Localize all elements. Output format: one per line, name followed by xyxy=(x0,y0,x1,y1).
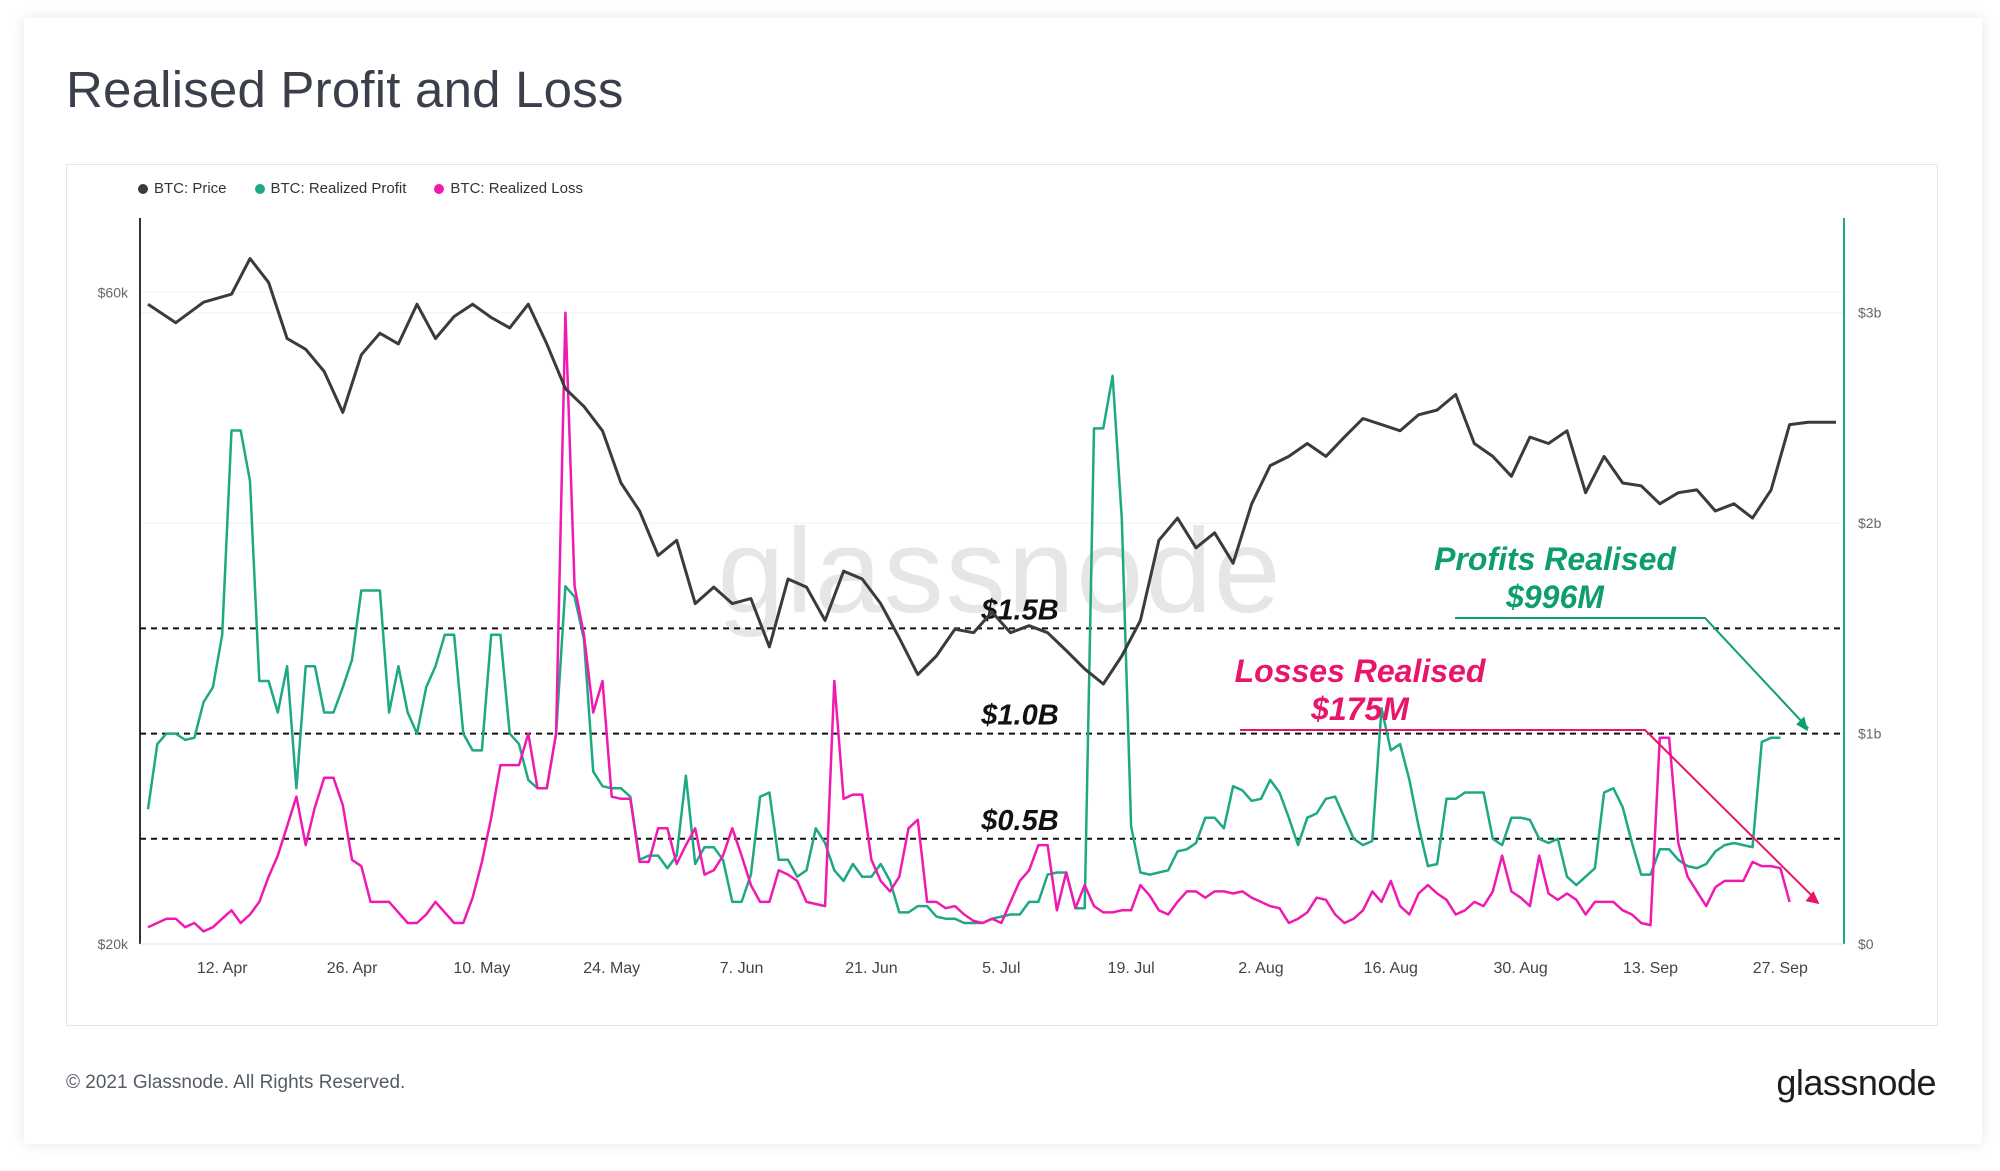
legend-dot-loss xyxy=(434,183,445,194)
x-tick-label: 10. May xyxy=(453,960,510,977)
legend-label-price: BTC: Price xyxy=(154,180,227,197)
x-tick-label: 7. Jun xyxy=(720,960,764,977)
reference-line-label: $1.0B xyxy=(980,700,1058,732)
losses-annotation-line2: $175M xyxy=(1310,691,1410,727)
x-tick-label: 24. May xyxy=(583,960,640,977)
legend-item-profit[interactable]: BTC: Realized Profit xyxy=(254,180,407,197)
reference-line-label: $0.5B xyxy=(980,805,1058,837)
x-tick-label: 16. Aug xyxy=(1364,960,1418,977)
legend-item-price[interactable]: BTC: Price xyxy=(138,180,227,197)
profits-annotation-line1: Profits Realised xyxy=(1434,541,1677,577)
copyright-footer: © 2021 Glassnode. All Rights Reserved. xyxy=(66,1072,406,1093)
profits-annotation-leader xyxy=(1455,617,1809,730)
profits-annotation-line2: $996M xyxy=(1505,579,1605,615)
x-tick-label: 30. Aug xyxy=(1494,960,1548,977)
price-line xyxy=(147,257,1836,686)
y-right-tick-label: $0 xyxy=(1858,936,1874,952)
losses-annotation-line1: Losses Realised xyxy=(1235,653,1487,689)
legend: BTC: Price BTC: Realized Profit BTC: Rea… xyxy=(138,180,583,197)
y-left-tick-label: $20k xyxy=(98,936,129,952)
x-tick-label: 2. Aug xyxy=(1238,960,1283,977)
legend-label-profit: BTC: Realized Profit xyxy=(270,180,407,197)
x-tick-label: 5. Jul xyxy=(982,960,1020,977)
reference-line-label: $1.5B xyxy=(980,594,1058,626)
legend-dot-profit xyxy=(254,183,265,194)
y-right-tick-label: $2b xyxy=(1858,515,1882,531)
x-tick-label: 21. Jun xyxy=(845,960,897,977)
legend-item-loss[interactable]: BTC: Realized Loss xyxy=(434,180,583,197)
legend-dot-price xyxy=(138,183,148,194)
profits-annotation-arrowhead xyxy=(1796,716,1809,732)
x-tick-label: 12. Apr xyxy=(197,960,248,977)
chart-card xyxy=(24,18,1982,1144)
y-right-tick-label: $1b xyxy=(1858,726,1882,742)
x-tick-label: 19. Jul xyxy=(1108,960,1155,977)
brand-logo: glassnode xyxy=(1776,1062,1936,1103)
legend-label-loss: BTC: Realized Loss xyxy=(450,180,583,197)
chart-panel xyxy=(66,164,1938,1026)
losses-annotation-leader xyxy=(1240,729,1819,902)
y-right-tick-label: $3b xyxy=(1858,305,1882,321)
x-tick-label: 13. Sep xyxy=(1623,960,1678,977)
x-tick-label: 27. Sep xyxy=(1753,960,1808,977)
page-title: Realised Profit and Loss xyxy=(66,61,624,118)
realized-loss-line xyxy=(147,311,1791,933)
realized-profit-line xyxy=(146,374,1781,925)
losses-annotation-arrowhead xyxy=(1805,891,1820,905)
x-tick-label: 26. Apr xyxy=(327,960,378,977)
watermark-text: glassnode xyxy=(717,504,1282,638)
y-left-tick-label: $60k xyxy=(98,284,129,300)
